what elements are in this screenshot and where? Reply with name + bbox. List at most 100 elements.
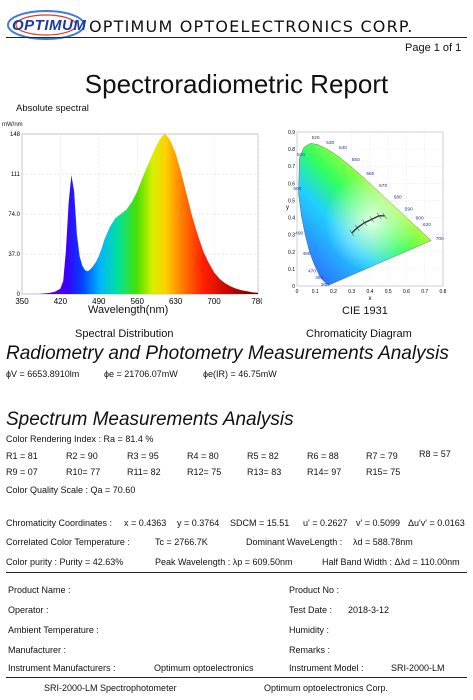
isotherm-tick [376, 212, 382, 219]
cie-caption: Chromaticity Diagram [306, 328, 412, 340]
cie-x-tick: 0.8 [440, 289, 447, 295]
peak-wavelength: Peak Wavelength : λp = 609.50nm [155, 557, 293, 567]
company-logo [6, 8, 86, 42]
cie-y-tick: 0 [292, 284, 295, 290]
wavelength-label: 490 [295, 231, 303, 237]
isotherm-tick [349, 229, 354, 237]
footer-divider [6, 677, 467, 678]
spectrum-area [38, 134, 258, 294]
footer-right: Optimum optoelectronics Corp. [264, 683, 389, 693]
planckian-locus [351, 215, 385, 234]
wavelength-label: 550 [352, 157, 360, 163]
isotherm-tick [362, 219, 367, 226]
r-value: R7 = 79 [366, 451, 398, 461]
y-tick-label: 74.0 [8, 212, 20, 218]
spectrum-caption: Spectral Distribution [75, 328, 174, 340]
phi-v: ɸV = 6653.8910lm [6, 369, 80, 379]
cct-value: Tc = 2766.7K [155, 537, 208, 547]
wavelength-label: 380 [321, 282, 329, 288]
r-value: R5 = 82 [247, 451, 279, 461]
cqs-value: Color Quality Scale : Qa = 70.60 [6, 485, 136, 495]
r-value: R12= 75 [187, 467, 222, 477]
spectrum-chart-title: Absolute spectral [16, 103, 89, 114]
wavelength-label: 540 [339, 145, 347, 151]
wavelength-label: 700 [436, 236, 444, 242]
cie-y-tick: 0.1 [288, 267, 295, 273]
spectrum-xlabel: Wavelength(nm) [88, 304, 169, 316]
cri-value: Color Rendering Index : Ra = 81.4 % [6, 434, 154, 444]
dominant-value: λd = 588.78nm [353, 537, 413, 547]
ambient-label: Ambient Temperature : [8, 625, 99, 635]
cie-y-axis-label: y [286, 205, 289, 211]
chroma-label: Chromaticity Coordinates : [6, 518, 113, 528]
x-tick-label: 350 [15, 297, 29, 306]
cie-y-tick: 0.5 [288, 198, 295, 204]
cie-x-tick: 0 [296, 289, 299, 295]
remarks-label: Remarks : [289, 645, 331, 655]
cie-x-tick: 0.2 [330, 289, 337, 295]
r-value: R1 = 81 [6, 451, 38, 461]
r-value: R4 = 80 [187, 451, 219, 461]
x-tick-label: 780 [251, 297, 262, 306]
wavelength-label: 530 [326, 140, 334, 146]
isotherm-tick [382, 212, 387, 219]
cie-x-tick: 0.4 [367, 289, 374, 295]
isotherm-tick [369, 216, 375, 223]
instrument-mfr-value: Optimum optoelectronics [154, 663, 254, 673]
wavelength-label: 470 [308, 268, 316, 274]
sdcm: SDCM = 15.51 [230, 518, 290, 528]
r-value: R11= 82 [127, 467, 161, 477]
product-no-label: Product No : [289, 585, 340, 595]
spectrum-unit: mW/nm [2, 122, 23, 128]
wavelength-label: 580 [394, 195, 402, 201]
x-tick-label: 630 [169, 297, 183, 306]
r-value: R14= 97 [307, 467, 342, 477]
cie-x-tick: 0.7 [421, 289, 428, 295]
chroma-u: u' = 0.2627 [303, 518, 348, 528]
cie-x-tick: 0.5 [385, 289, 392, 295]
wavelength-label: 500 [293, 186, 301, 192]
r-value: R13= 83 [247, 467, 282, 477]
page-number: Page 1 of 1 [405, 42, 462, 54]
wavelength-label: 600 [416, 215, 424, 221]
cie-y-tick: 0.8 [288, 147, 295, 153]
x-tick-label: 560 [131, 297, 145, 306]
footer-left: SRI-2000-LM Spectrophotometer [44, 683, 177, 693]
header-divider [6, 37, 467, 38]
product-name-label: Product Name : [8, 585, 71, 595]
cie-x-tick: 0.3 [348, 289, 355, 295]
y-tick-label: 37.0 [8, 252, 20, 258]
duv: Δu'v' = 0.0163 [408, 518, 465, 528]
cie-x-tick: 0.6 [403, 289, 410, 295]
manufacturer-label: Manufacturer : [8, 645, 67, 655]
purity: Color purity : Purity = 42.63% [6, 557, 124, 567]
half-band-width: Half Band Width : Δλd = 110.00nm [322, 557, 460, 567]
cie-y-tick: 0.6 [288, 181, 295, 187]
spectrum-heading: Spectrum Measurements Analysis [6, 409, 294, 430]
y-tick-label: 148 [10, 132, 21, 138]
r-value: R8 = 57 [419, 449, 451, 459]
phi-ir: ɸe(IR) = 46.75mW [203, 369, 277, 379]
cie-y-tick: 0.7 [288, 164, 295, 170]
cie-y-tick: 0.9 [288, 130, 295, 136]
phi-e: ɸe = 21706.07mW [104, 369, 178, 379]
radiometry-heading: Radiometry and Photometry Measurements A… [6, 343, 449, 364]
wavelength-label: 460 [315, 275, 323, 281]
r-value: R10= 77 [66, 467, 101, 477]
instrument-model-label: Instrument Model : [289, 663, 364, 673]
humidity-label: Humidity : [289, 625, 330, 635]
test-date-label: Test Date : [289, 605, 333, 615]
wavelength-label: 620 [423, 222, 431, 228]
cie-x-axis-label: x [369, 296, 372, 302]
r-value: R6 = 88 [307, 451, 339, 461]
wavelength-label: 570 [379, 183, 387, 189]
r-value: R15= 75 [366, 467, 401, 477]
y-tick-label: 111 [11, 172, 21, 178]
r-value: R2 = 90 [66, 451, 98, 461]
page-title: Spectroradiometric Report [84, 69, 389, 99]
wavelength-label: 520 [312, 135, 320, 141]
instrument-model-value: SRI-2000-LM [391, 663, 445, 673]
dominant-label: Dominant WaveLength : [246, 537, 343, 547]
company-name: OPTIMUM OPTOELECTRONICS CORP. [89, 17, 414, 36]
